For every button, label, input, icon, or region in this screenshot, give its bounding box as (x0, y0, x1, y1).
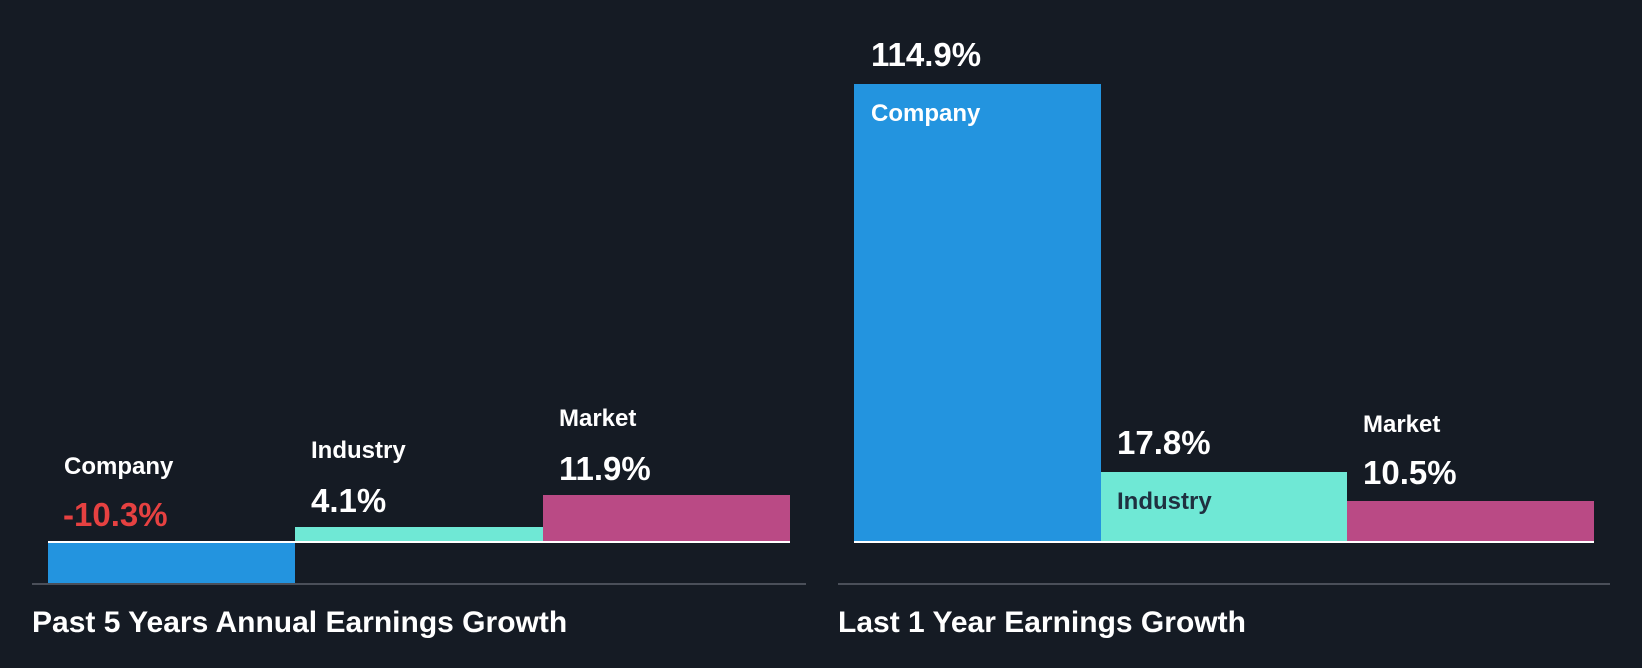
industry-bar (295, 527, 543, 541)
industry-value: 17.8% (1117, 424, 1211, 461)
past-5-years-chart: Company -10.3% Industry 4.1% Market 11.9… (0, 0, 820, 668)
company-value: 114.9% (871, 36, 982, 73)
industry-bar (1101, 472, 1347, 541)
axis-divider (32, 583, 806, 585)
company-bar (854, 84, 1101, 541)
company-label: Company (871, 100, 981, 127)
market-value: 10.5% (1363, 454, 1457, 491)
company-value: -10.3% (63, 496, 168, 533)
chart-title: Last 1 Year Earnings Growth (838, 606, 1246, 639)
last-1-year-chart: 114.9% Company 17.8% Industry Market 10.… (820, 0, 1642, 668)
chart-title: Past 5 Years Annual Earnings Growth (32, 606, 568, 639)
market-bar (1347, 501, 1594, 541)
zero-baseline (854, 541, 1594, 543)
market-label: Market (1363, 411, 1441, 438)
company-bar (48, 541, 295, 584)
market-value: 11.9% (559, 450, 651, 487)
industry-label: Industry (311, 437, 406, 464)
company-label: Company (64, 453, 174, 480)
zero-baseline (48, 541, 790, 543)
market-label: Market (559, 405, 637, 432)
market-bar (543, 495, 790, 541)
industry-label: Industry (1117, 488, 1212, 515)
axis-divider (838, 583, 1610, 585)
industry-value: 4.1% (311, 482, 387, 519)
